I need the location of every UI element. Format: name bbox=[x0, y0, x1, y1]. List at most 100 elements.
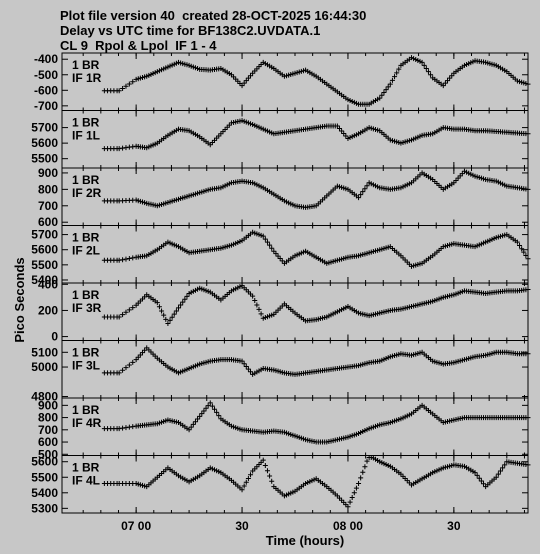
data-point bbox=[396, 66, 402, 72]
data-point bbox=[116, 314, 122, 320]
data-point bbox=[156, 304, 162, 310]
data-point bbox=[212, 406, 218, 412]
data-point bbox=[478, 478, 484, 484]
data-point bbox=[130, 255, 136, 261]
data-point bbox=[362, 464, 368, 470]
plot-header-line-2: Delay vs UTC time for BF138C2.UVDATA.1 bbox=[60, 23, 321, 38]
y-tick-label: 0 bbox=[51, 330, 58, 344]
panel-frame bbox=[61, 110, 529, 169]
x-tick-label: 08 00 bbox=[333, 519, 363, 533]
data-point bbox=[260, 233, 266, 239]
data-point bbox=[262, 462, 268, 468]
data-point bbox=[159, 308, 165, 314]
data-point bbox=[188, 424, 194, 430]
y-tick-label: 700 bbox=[38, 423, 58, 437]
data-point bbox=[353, 485, 359, 491]
panel-label-if: IF 3R bbox=[72, 301, 102, 315]
data-point bbox=[394, 70, 400, 76]
plot-header-line-1: Plot file version 40 created 28-OCT-2025… bbox=[60, 8, 367, 23]
y-tick-label: 700 bbox=[38, 199, 58, 213]
data-point bbox=[392, 74, 398, 80]
data-point bbox=[495, 471, 501, 477]
data-point bbox=[364, 458, 370, 464]
data-point bbox=[423, 66, 429, 72]
y-tick-label: 200 bbox=[38, 303, 58, 317]
data-point bbox=[130, 359, 136, 365]
data-point bbox=[239, 358, 245, 364]
panel-frame bbox=[61, 340, 529, 399]
y-tick-label: 5000 bbox=[31, 360, 58, 374]
data-point bbox=[195, 416, 201, 422]
panel-label-baseline: 1 BR bbox=[72, 116, 100, 130]
data-point bbox=[205, 403, 211, 409]
data-point bbox=[120, 257, 126, 263]
data-point bbox=[207, 400, 213, 406]
data-point bbox=[184, 293, 190, 299]
panel-label-baseline: 1 BR bbox=[72, 403, 100, 417]
y-tick-label: 5500 bbox=[31, 258, 58, 272]
panel-label-if: IF 1L bbox=[72, 129, 100, 143]
data-point bbox=[521, 249, 527, 255]
data-point bbox=[267, 242, 273, 248]
data-point bbox=[182, 296, 188, 302]
data-point bbox=[199, 411, 205, 417]
data-point bbox=[130, 305, 136, 311]
y-tick-label: 800 bbox=[38, 411, 58, 425]
x-axis-label: Time (hours) bbox=[266, 533, 345, 548]
y-tick-label: 5400 bbox=[31, 486, 58, 500]
panel-label-baseline: 1 BR bbox=[72, 58, 100, 72]
data-point bbox=[248, 369, 254, 375]
x-tick-label: 07 00 bbox=[121, 519, 151, 533]
data-point bbox=[525, 186, 531, 192]
data-point bbox=[364, 183, 370, 189]
data-point bbox=[203, 405, 209, 411]
data-point bbox=[362, 186, 368, 192]
data-point bbox=[214, 409, 220, 415]
data-point bbox=[126, 307, 132, 313]
data-point bbox=[258, 311, 264, 317]
data-point bbox=[250, 293, 256, 299]
data-point bbox=[269, 245, 275, 251]
data-point bbox=[192, 419, 198, 425]
data-point bbox=[493, 474, 499, 480]
data-point bbox=[260, 457, 266, 463]
y-tick-label: 600 bbox=[38, 435, 58, 449]
y-tick-label: 5700 bbox=[31, 228, 58, 242]
data-point bbox=[120, 312, 126, 318]
data-point bbox=[165, 321, 171, 327]
data-point bbox=[476, 475, 482, 481]
data-point bbox=[481, 481, 487, 487]
data-point bbox=[383, 87, 389, 93]
panel-label-if: IF 4L bbox=[72, 474, 100, 488]
y-tick-label: 5500 bbox=[31, 470, 58, 484]
data-point bbox=[389, 77, 395, 83]
data-point bbox=[197, 413, 203, 419]
panel-label-baseline: 1 BR bbox=[72, 173, 100, 187]
y-tick-label: 4800 bbox=[31, 390, 58, 404]
panel-label-if: IF 1R bbox=[72, 71, 102, 85]
data-point bbox=[171, 311, 177, 317]
data-point bbox=[123, 256, 129, 262]
data-point bbox=[256, 306, 262, 312]
panel-label-if: IF 3L bbox=[72, 359, 100, 373]
panel-label-if: IF 2L bbox=[72, 244, 100, 258]
data-point bbox=[180, 299, 186, 305]
data-point bbox=[497, 468, 503, 474]
data-point bbox=[358, 475, 364, 481]
data-point bbox=[163, 316, 169, 322]
data-point bbox=[130, 79, 136, 85]
data-point bbox=[525, 415, 531, 421]
data-point bbox=[264, 239, 270, 245]
data-point bbox=[176, 305, 181, 311]
data-point bbox=[241, 361, 247, 367]
data-point bbox=[269, 478, 275, 484]
data-point bbox=[421, 62, 427, 68]
data-point bbox=[345, 504, 351, 510]
data-point bbox=[523, 252, 529, 258]
